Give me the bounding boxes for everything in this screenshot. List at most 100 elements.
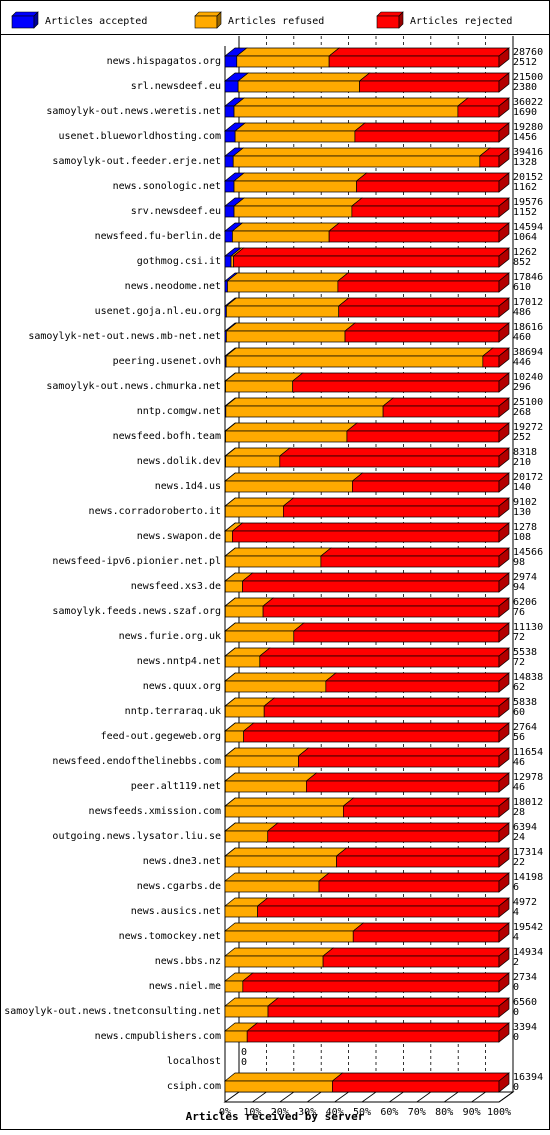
category-label: peer.alt119.net xyxy=(131,781,221,792)
bar-segment-top xyxy=(268,998,509,1006)
bar-segment xyxy=(260,656,499,667)
value-label-accepted: 2 xyxy=(513,957,519,968)
bar-segment xyxy=(225,581,242,592)
bar-segment xyxy=(226,306,338,317)
bar-segment xyxy=(225,231,232,242)
legend-swatch-top xyxy=(195,12,221,16)
bar-segment xyxy=(293,381,499,392)
bar-segment xyxy=(225,631,293,642)
x-tick-label: 80% xyxy=(435,1107,453,1118)
value-label-accepted: 610 xyxy=(513,282,531,293)
category-label: newsfeeds.xmission.com xyxy=(89,806,221,817)
bar-segment-top xyxy=(352,198,509,206)
value-label-accepted: 0 xyxy=(241,1057,247,1068)
category-label: samoylyk-out.feeder.erje.net xyxy=(52,156,221,167)
value-label-accepted: 2512 xyxy=(513,57,537,68)
bar-segment xyxy=(352,206,499,217)
legend-swatch-top xyxy=(12,12,38,16)
bar-segment xyxy=(225,681,326,692)
bar-segment-top xyxy=(225,948,333,956)
bar-segment xyxy=(237,56,329,67)
legend-swatch xyxy=(377,16,399,28)
value-label-accepted: 4 xyxy=(513,932,519,943)
bar-segment xyxy=(233,256,499,267)
legend-swatch xyxy=(12,16,34,28)
bar-segment xyxy=(231,256,233,267)
category-label: usenet.goja.nl.eu.org xyxy=(95,306,221,317)
floor-tick xyxy=(280,1092,294,1102)
x-tick-label: 60% xyxy=(380,1107,398,1118)
bar-segment xyxy=(283,506,499,517)
category-label: newsfeed-ipv6.pionier.net.pl xyxy=(52,556,221,567)
bar-segment-top xyxy=(298,748,509,756)
value-label-accepted: 140 xyxy=(513,482,531,493)
category-label: news.sonologic.net xyxy=(113,181,221,192)
bar-segment-top xyxy=(280,448,509,456)
category-label: nntp.terraraq.uk xyxy=(125,706,221,717)
value-label-accepted: 72 xyxy=(513,657,525,668)
value-label-accepted: 0 xyxy=(513,1032,519,1043)
category-label: samoylyk-out.news.weretis.net xyxy=(46,106,221,117)
bar-segment xyxy=(480,156,499,167)
bar-segment xyxy=(232,531,499,542)
bar-segment-top xyxy=(226,298,348,306)
bar-segment xyxy=(352,481,499,492)
bar-segment xyxy=(225,806,343,817)
bar-segment xyxy=(268,831,499,842)
category-label: csiph.com xyxy=(167,1081,221,1092)
bar-segment xyxy=(225,556,321,567)
bar-segment-top xyxy=(321,548,509,556)
value-label-accepted: 486 xyxy=(513,307,531,318)
bar-segment xyxy=(225,1031,247,1042)
value-label-accepted: 2380 xyxy=(513,82,537,93)
bar-segment xyxy=(321,556,499,567)
x-axis-title: Articles received by server xyxy=(186,1110,365,1123)
bar-segment-top xyxy=(326,673,509,681)
category-label: news.cgarbs.de xyxy=(137,881,221,892)
bar-segment xyxy=(345,331,499,342)
bar-segment-top xyxy=(225,548,331,556)
bar-segment xyxy=(225,706,264,717)
bar-segment xyxy=(225,256,231,267)
bar-segment-top xyxy=(347,423,509,431)
bar-segment-top xyxy=(353,923,509,931)
category-label: news.bbs.nz xyxy=(155,956,221,967)
bar-segment-top xyxy=(243,973,509,981)
category-label: news.corradoroberto.it xyxy=(89,506,221,517)
bar-segment-top xyxy=(225,773,316,781)
bar-segment xyxy=(225,731,243,742)
bar-segment xyxy=(343,806,499,817)
bar-segment xyxy=(227,281,337,292)
bar-segment-top xyxy=(232,523,509,531)
category-label: samoylyk-out.news.chmurka.net xyxy=(46,381,221,392)
value-label-accepted: 1064 xyxy=(513,232,537,243)
bar-segment xyxy=(268,1006,499,1017)
bar-segment xyxy=(243,981,499,992)
bar-segment-top xyxy=(247,1023,509,1031)
legend-label: Articles rejected xyxy=(410,16,512,27)
category-label: peering.usenet.ovh xyxy=(113,356,221,367)
value-label-accepted: 60 xyxy=(513,707,525,718)
value-label-accepted: 24 xyxy=(513,832,525,843)
bar-segment-top xyxy=(226,423,357,431)
category-label: news.dolik.dev xyxy=(137,456,221,467)
category-label: localhost xyxy=(167,1056,221,1067)
category-label: feed-out.gegeweb.org xyxy=(101,731,221,742)
bar-segment xyxy=(225,506,283,517)
bar-segment xyxy=(329,231,499,242)
bar-segment-top xyxy=(283,498,509,506)
bar-segment xyxy=(357,181,499,192)
bar-segment-top xyxy=(235,123,365,131)
floor-tick xyxy=(307,1092,321,1102)
bar-segment xyxy=(225,531,232,542)
bar-segment-top xyxy=(329,48,509,56)
bar-segment xyxy=(353,931,499,942)
bar-segment xyxy=(294,631,499,642)
category-label: newsfeed.bofh.team xyxy=(113,431,221,442)
category-label: samoylyk.feeds.news.szaf.org xyxy=(52,606,221,617)
bar-segment xyxy=(234,206,352,217)
bar-segment-top xyxy=(225,923,363,931)
value-label-accepted: 210 xyxy=(513,457,531,468)
floor-tick xyxy=(417,1092,431,1102)
bar-segment xyxy=(225,656,260,667)
